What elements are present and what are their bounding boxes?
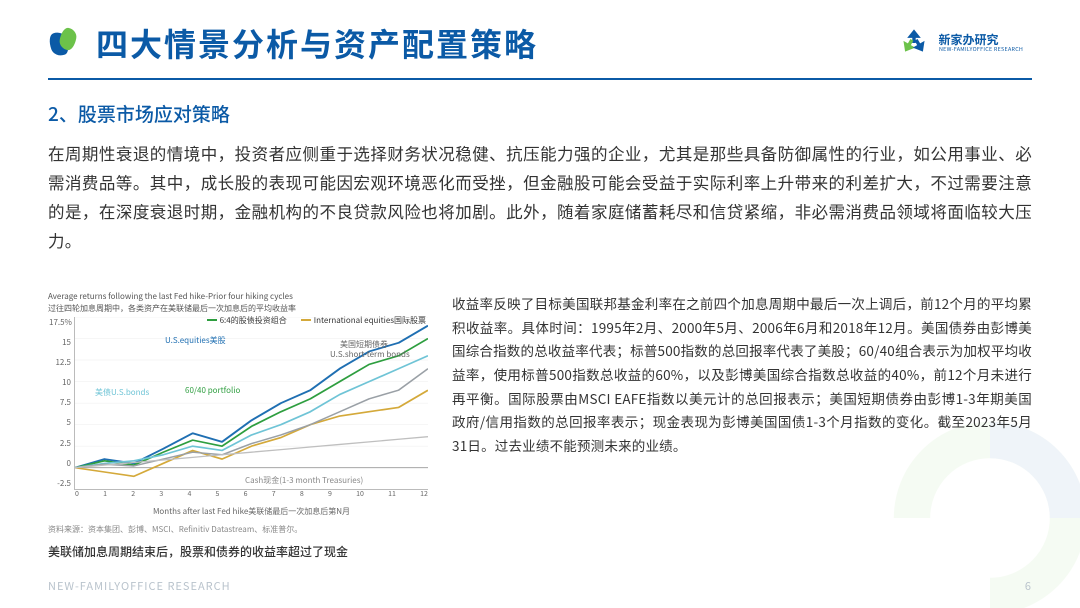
chart-title-cn: 过往四轮加息周期中，各类资产在美联储最后一次加息后的平均收益率 [48, 304, 428, 314]
brand-sub: NEW-FAMILYOFFICE RESEARCH [939, 46, 1023, 51]
chart-label-short-bonds-en: U.S.short-term bonds [330, 349, 410, 360]
footer: NEW-FAMILYOFFICE RESEARCH 6 [48, 578, 1032, 594]
chart-caption: 美联储加息周期结束后，股票和债券的收益率超过了现金 [48, 543, 428, 560]
slide: 四大情景分析与资产配置策略 新家办研究 NEW-FAMILYOFFICE RES… [0, 0, 1080, 608]
chart-label-us-bonds: 美债U.S.bonds [95, 387, 149, 398]
footer-brand: NEW-FAMILYOFFICE RESEARCH [48, 578, 231, 594]
header: 四大情景分析与资产配置策略 新家办研究 NEW-FAMILYOFFICE RES… [48, 20, 1032, 66]
page-title: 四大情景分析与资产配置策略 [96, 20, 538, 66]
x-axis-ticks: 0123456789101112 [75, 489, 428, 499]
recycle-icon [897, 26, 931, 60]
section: 2、股票市场应对策略 在周期性衰退的情境中，投资者应侧重于选择财务状况稳健、抗压… [48, 100, 1032, 255]
brand-text: 新家办研究 NEW-FAMILYOFFICE RESEARCH [939, 34, 1033, 52]
chart-label-cash: Cash现金(1-3 month Treasuries) [245, 475, 363, 486]
chart-column: Average returns following the last Fed h… [48, 292, 428, 560]
leaf-logo-icon [48, 26, 82, 60]
chart-title-en: Average returns following the last Fed h… [48, 292, 428, 302]
section-paragraph: 在周期性衰退的情境中，投资者应侧重于选择财务状况稳健、抗压能力强的企业，尤其是那… [48, 139, 1032, 255]
line-chart: 6:4的股债投资组合 International equities国际股票 17… [74, 317, 428, 490]
page-number: 6 [1025, 578, 1032, 594]
brand-logo: 新家办研究 NEW-FAMILYOFFICE RESEARCH [897, 26, 1033, 60]
chart-label-us-equities: U.S.equities美股 [165, 335, 226, 346]
chart-source: 资料来源：资本集团、彭博、MSCI、Refinitiv Datastream、标… [48, 524, 428, 535]
x-axis-label: Months after last Fed hike美联储最后一次加息后第N月 [75, 506, 428, 517]
section-subhead: 2、股票市场应对策略 [48, 100, 1032, 127]
header-rule [48, 78, 1032, 80]
chart-label-portfolio: 60/40 portfolio [185, 385, 240, 396]
title-wrap: 四大情景分析与资产配置策略 [48, 20, 538, 66]
two-column: Average returns following the last Fed h… [48, 292, 1032, 560]
right-text: 收益率反映了目标美国联邦基金利率在之前四个加息周期中最后一次上调后，前12个月的… [452, 292, 1032, 560]
y-axis-ticks: 17.5%1512.5107.552.50-2.5 [49, 317, 71, 489]
